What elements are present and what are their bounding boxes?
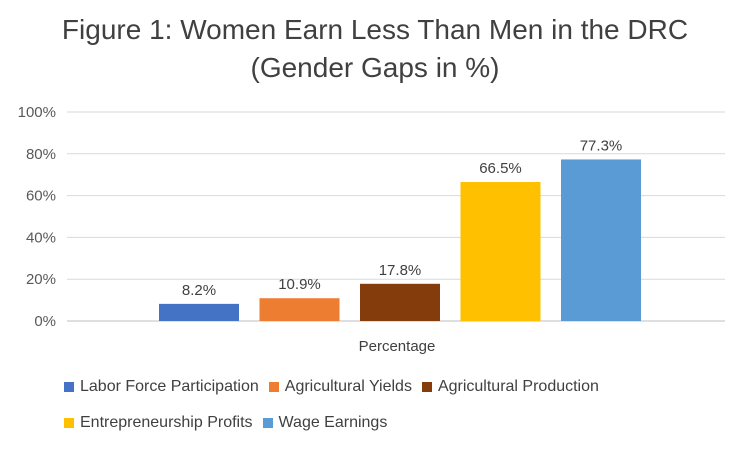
- legend-label: Entrepreneurship Profits: [80, 414, 253, 431]
- legend-swatch: [64, 382, 74, 392]
- chart-title: Figure 1: Women Earn Less Than Men in th…: [61, 14, 689, 45]
- data-label: 17.8%: [379, 262, 422, 279]
- legend-label: Labor Force Participation: [80, 378, 259, 395]
- y-tick-label: 60%: [26, 188, 56, 205]
- legend-item: Agricultural Yields: [268, 378, 412, 396]
- legend-swatch: [262, 418, 273, 428]
- y-tick-label: 20%: [26, 271, 56, 288]
- bar-labor-force-participation: [159, 303, 239, 321]
- data-label: 77.3%: [580, 137, 623, 154]
- legend-item: Wage Earnings: [262, 414, 388, 432]
- legend: Labor Force Participation Agricultural Yi…: [64, 376, 724, 448]
- legend-item: Agricultural Production: [421, 378, 599, 396]
- data-label: 10.9%: [278, 276, 321, 293]
- legend-swatch: [268, 382, 279, 392]
- bar-agricultural-production: [360, 283, 440, 321]
- x-axis-label: Percentage: [359, 338, 436, 355]
- data-label: 66.5%: [479, 160, 522, 177]
- bar-entrepreneurship-profits: [460, 182, 541, 321]
- bar-wage-earnings: [561, 159, 641, 321]
- y-tick-label: 80%: [26, 146, 56, 163]
- legend-label: Agricultural Production: [437, 378, 599, 395]
- plot-area: 0% 20% 40% 60% 80% 100% 8.2% 10.9% 17.8% 66.5% 77…: [18, 104, 725, 355]
- y-tick-label: 0%: [34, 313, 56, 330]
- legend-row: Entrepreneurship Profits Wage Earnings: [64, 412, 724, 434]
- data-label: 8.2%: [182, 282, 216, 299]
- legend-label: Wage Earnings: [278, 414, 388, 431]
- legend-item: Entrepreneurship Profits: [64, 414, 253, 432]
- legend-row: Labor Force Participation Agricultural Yi…: [64, 376, 724, 398]
- chart-subtitle: (Gender Gaps in %): [250, 52, 500, 83]
- legend-item: Labor Force Participation: [64, 378, 259, 396]
- y-tick-label: 100%: [18, 104, 56, 121]
- legend-label: Agricultural Yields: [284, 378, 412, 395]
- legend-swatch: [64, 418, 74, 428]
- bar-agricultural-yields: [259, 298, 340, 321]
- y-tick-label: 40%: [26, 229, 56, 246]
- legend-swatch: [421, 382, 432, 392]
